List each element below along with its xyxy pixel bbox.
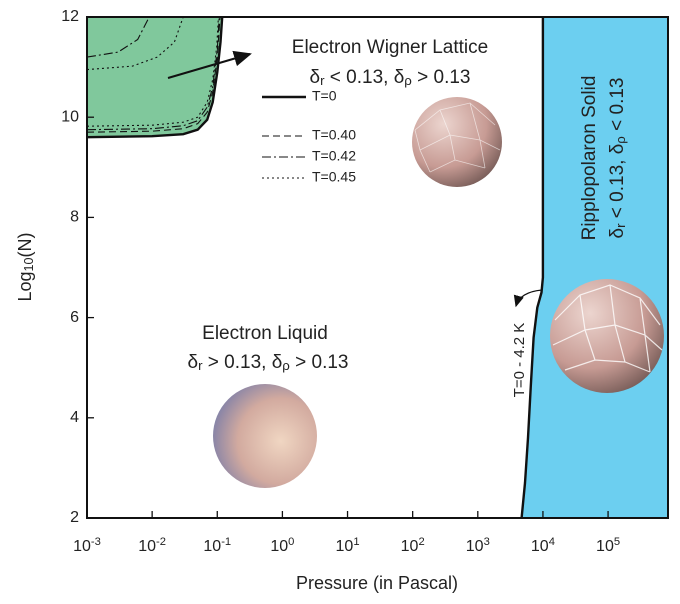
solid-title: Ripplopolaron Solid	[579, 76, 600, 241]
y-tick-label: 6	[70, 309, 79, 326]
y-tick-label: 12	[61, 8, 79, 25]
x-tick-base: 10	[596, 538, 614, 555]
subscript: 10	[22, 257, 36, 271]
solid-condition: δr < 0.13, δρ < 0.13	[607, 77, 628, 238]
legend-label: T=0	[312, 88, 337, 104]
x-tick-exponent: 2	[418, 536, 424, 548]
page: {"chart_data": { "type": "phase", "x_lab…	[0, 0, 680, 604]
lattice-region	[87, 17, 222, 137]
liquid-condition: δr > 0.13, δρ > 0.13	[187, 352, 348, 373]
x-tick-label: 10-1	[203, 536, 231, 555]
x-tick-label: 100	[270, 536, 294, 555]
x-tick-base: 10	[203, 538, 221, 555]
text-part: < 0.13	[607, 77, 628, 136]
x-tick-exponent: 0	[288, 536, 294, 548]
x-tick-exponent: 3	[484, 536, 490, 548]
text-part: < 0.13, δ	[325, 67, 405, 88]
x-tick-label: 101	[336, 536, 360, 555]
x-tick-base: 10	[531, 538, 549, 555]
text-part: > 0.13	[412, 67, 471, 88]
x-tick-label: 10-2	[138, 536, 166, 555]
x-tick-base: 10	[73, 538, 91, 555]
boundary-label: T=0 - 4.2 K	[511, 323, 528, 398]
x-tick-exponent: 1	[353, 536, 359, 548]
text-part: δ	[187, 352, 198, 373]
x-tick-base: 10	[270, 538, 288, 555]
y-axis-title: Log10(N)	[15, 232, 36, 301]
chart: 10-310-210-110010110210310410524681012 T…	[0, 0, 680, 604]
y-tick-label: 10	[61, 108, 79, 125]
y-tick-label: 8	[70, 209, 79, 226]
lattice-title: Electron Wigner Lattice	[292, 37, 488, 58]
x-tick-base: 10	[401, 538, 419, 555]
text-part: δ	[309, 67, 320, 88]
x-tick-exponent: 5	[614, 536, 620, 548]
x-tick-label: 10-3	[73, 536, 101, 555]
text-part: < 0.13, δ	[607, 144, 628, 224]
lattice-sphere	[412, 97, 502, 187]
x-tick-label: 105	[596, 536, 620, 555]
x-tick-label: 102	[401, 536, 425, 555]
x-tick-label: 104	[531, 536, 555, 555]
x-tick-exponent: 4	[549, 536, 555, 548]
lattice-condition: δr < 0.13, δρ > 0.13	[309, 67, 470, 88]
x-tick-exponent: -3	[91, 536, 101, 548]
liquid-title: Electron Liquid	[202, 323, 328, 344]
y-tick-label: 4	[70, 409, 79, 426]
x-tick-base: 10	[466, 538, 484, 555]
text-part: (N)	[15, 232, 35, 257]
legend-label: T=0.40	[312, 127, 356, 143]
y-tick-label: 2	[70, 509, 79, 526]
legend-label: T=0.45	[312, 169, 356, 185]
x-tick-exponent: -1	[221, 536, 231, 548]
x-tick-label: 103	[466, 536, 490, 555]
text-part: > 0.13	[290, 352, 349, 373]
ripplopolaron-sphere	[550, 279, 664, 393]
x-axis-title: Pressure (in Pascal)	[296, 573, 458, 593]
text-part: Log	[15, 271, 35, 301]
legend-label: T=0.42	[312, 148, 356, 164]
x-tick-base: 10	[336, 538, 354, 555]
x-tick-exponent: -2	[156, 536, 166, 548]
legend: T=0 T=0.40 T=0.42 T=0.45	[262, 88, 356, 185]
liquid-sphere	[213, 384, 317, 488]
x-tick-base: 10	[138, 538, 156, 555]
text-part: > 0.13, δ	[203, 352, 283, 373]
text-part: δ	[607, 228, 628, 239]
